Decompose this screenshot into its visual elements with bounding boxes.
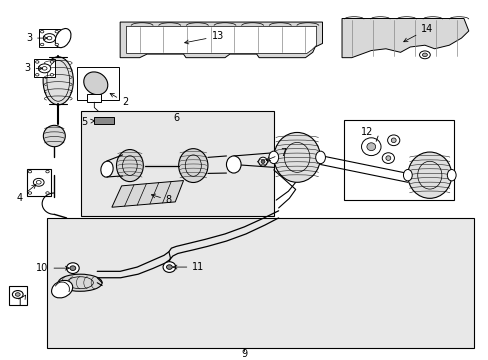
Ellipse shape: [46, 192, 49, 194]
Ellipse shape: [46, 170, 49, 173]
Ellipse shape: [43, 57, 73, 105]
Text: 7: 7: [266, 148, 286, 161]
Ellipse shape: [43, 125, 65, 147]
Ellipse shape: [116, 149, 143, 181]
Ellipse shape: [28, 170, 32, 173]
Ellipse shape: [51, 280, 73, 298]
Text: 3: 3: [24, 63, 42, 73]
Text: 3: 3: [26, 33, 47, 43]
Text: 14: 14: [403, 24, 432, 42]
Text: 10: 10: [36, 263, 69, 273]
Ellipse shape: [55, 28, 71, 48]
Ellipse shape: [42, 67, 47, 70]
Bar: [81, 111, 273, 216]
Ellipse shape: [226, 156, 241, 173]
Ellipse shape: [382, 153, 394, 163]
Ellipse shape: [387, 135, 399, 146]
Ellipse shape: [315, 151, 325, 163]
Ellipse shape: [41, 31, 44, 33]
Ellipse shape: [261, 160, 264, 163]
Ellipse shape: [178, 149, 207, 183]
Ellipse shape: [15, 293, 20, 296]
Ellipse shape: [163, 262, 175, 273]
Ellipse shape: [407, 152, 451, 198]
Ellipse shape: [66, 263, 79, 274]
Text: 13: 13: [184, 31, 224, 44]
Ellipse shape: [419, 51, 429, 59]
Text: 9: 9: [241, 348, 247, 359]
Text: 6: 6: [173, 113, 179, 123]
Text: 12: 12: [361, 127, 373, 138]
Ellipse shape: [33, 179, 44, 186]
Ellipse shape: [50, 73, 54, 76]
Ellipse shape: [36, 61, 39, 63]
Ellipse shape: [268, 151, 278, 163]
Ellipse shape: [12, 291, 23, 298]
Ellipse shape: [403, 170, 411, 181]
Bar: [47, 218, 473, 348]
Polygon shape: [34, 59, 55, 77]
Ellipse shape: [83, 72, 107, 95]
Ellipse shape: [101, 161, 113, 177]
Polygon shape: [341, 18, 468, 58]
Polygon shape: [112, 180, 183, 207]
Ellipse shape: [258, 157, 267, 166]
Polygon shape: [26, 169, 51, 196]
Ellipse shape: [55, 43, 59, 46]
Text: 4: 4: [16, 185, 36, 203]
Ellipse shape: [36, 73, 39, 76]
Bar: [87, 94, 101, 102]
Polygon shape: [39, 29, 60, 47]
Ellipse shape: [385, 156, 390, 161]
Ellipse shape: [55, 31, 59, 33]
Ellipse shape: [47, 36, 52, 40]
Ellipse shape: [58, 274, 102, 291]
Bar: [344, 120, 453, 200]
Ellipse shape: [273, 132, 320, 182]
Ellipse shape: [366, 143, 375, 150]
Ellipse shape: [39, 64, 51, 73]
Text: 1: 1: [17, 295, 25, 309]
Ellipse shape: [41, 43, 44, 46]
Text: 8: 8: [151, 194, 172, 205]
Ellipse shape: [70, 266, 76, 270]
Text: 2: 2: [110, 93, 128, 107]
Text: 5: 5: [81, 117, 94, 127]
Ellipse shape: [28, 192, 32, 194]
Ellipse shape: [36, 180, 41, 184]
Bar: [94, 117, 114, 123]
Ellipse shape: [166, 265, 172, 269]
Bar: [9, 285, 26, 305]
Polygon shape: [120, 22, 322, 58]
Ellipse shape: [50, 61, 54, 63]
Ellipse shape: [43, 33, 56, 42]
Polygon shape: [126, 26, 316, 53]
Ellipse shape: [447, 170, 455, 181]
Ellipse shape: [390, 138, 395, 143]
Text: 11: 11: [173, 262, 204, 272]
Bar: [77, 67, 119, 100]
Ellipse shape: [361, 138, 380, 156]
Ellipse shape: [422, 53, 427, 57]
